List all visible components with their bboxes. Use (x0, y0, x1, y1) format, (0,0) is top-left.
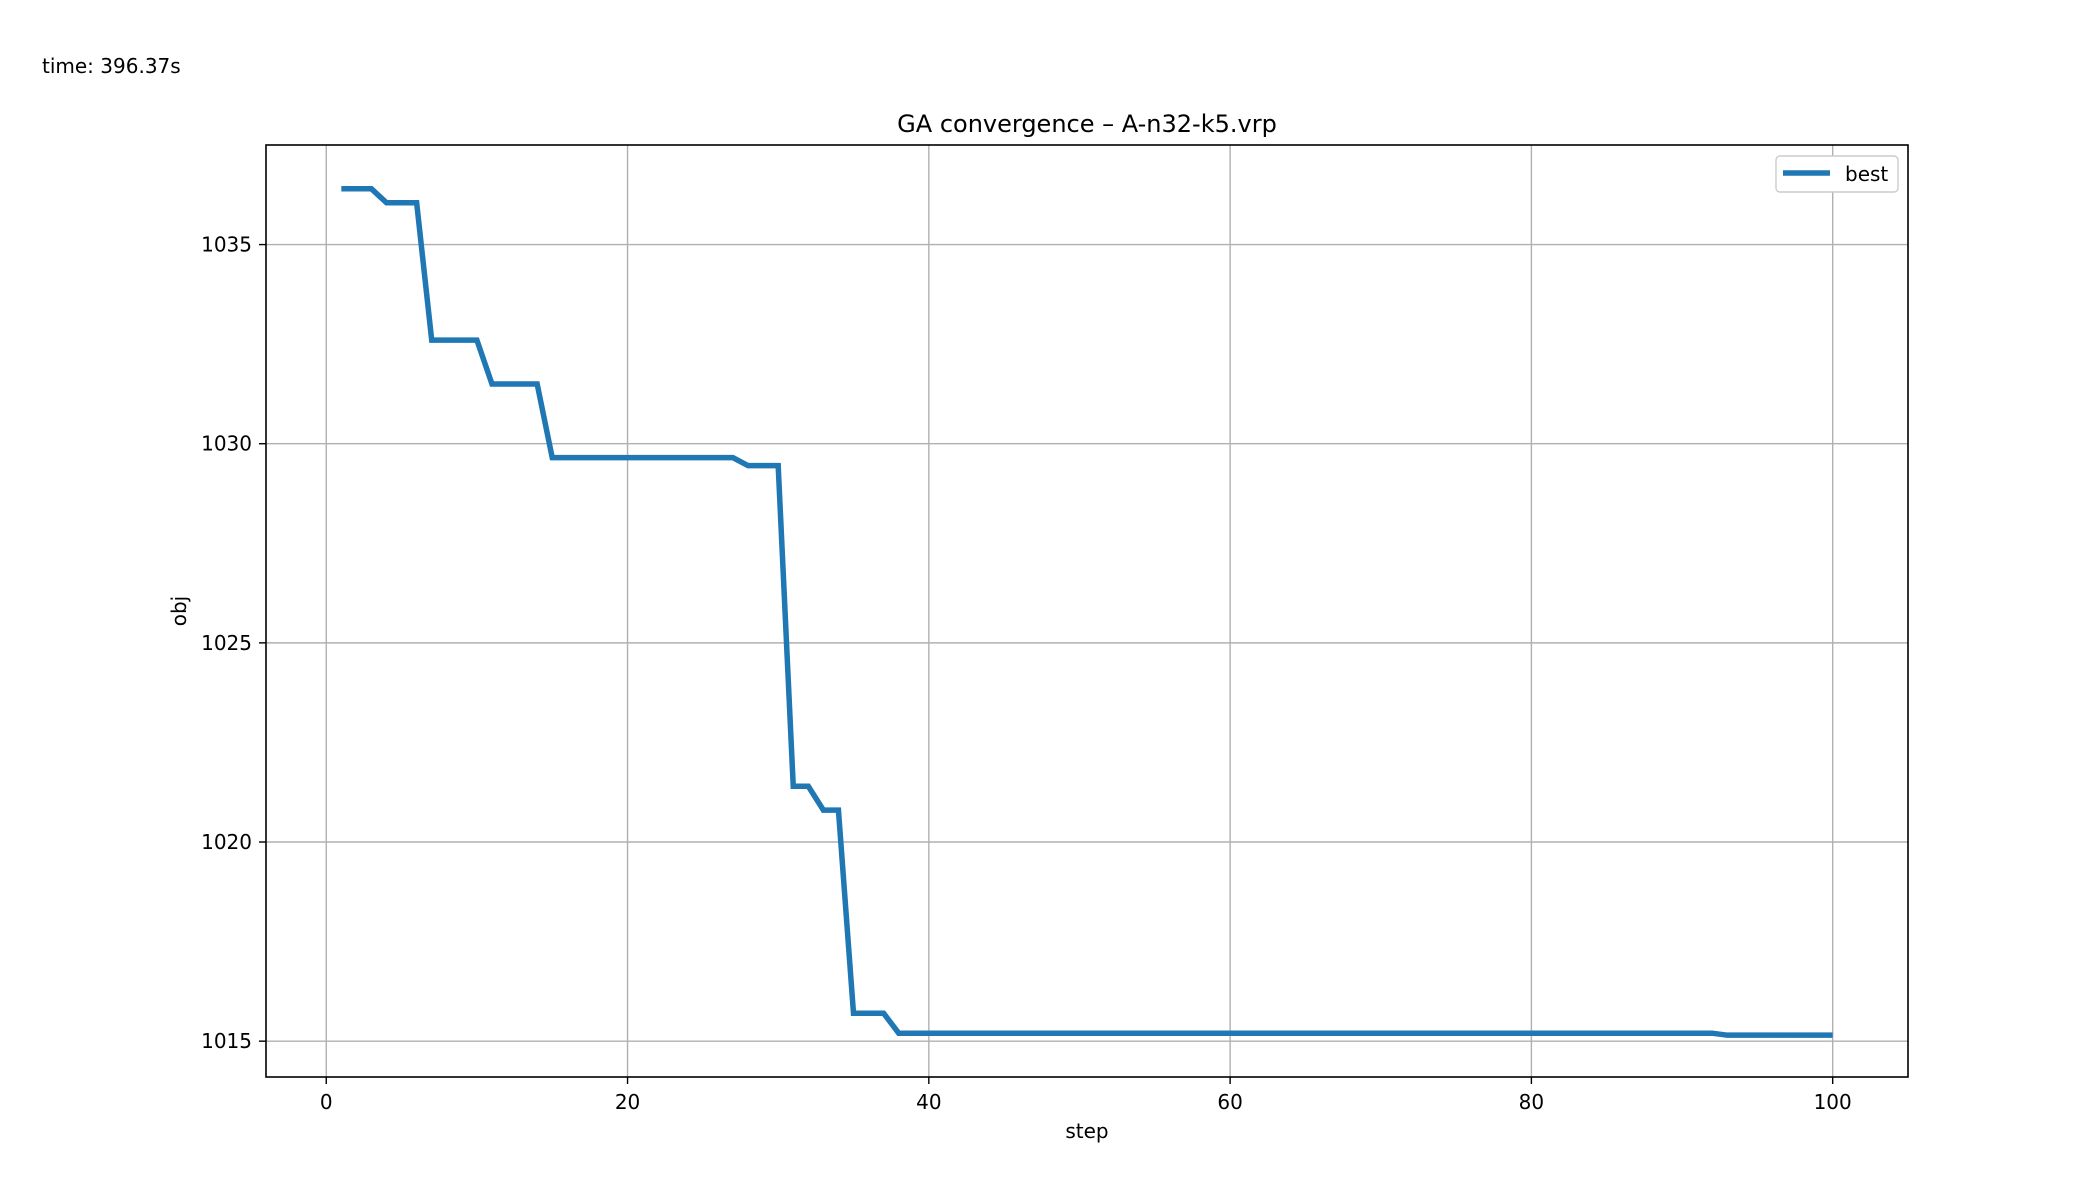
y-tick-label: 1030 (201, 432, 252, 456)
axis-ticks: 0 20 40 60 80 100 1015 1020 1025 1030 1035 (201, 233, 1852, 1114)
legend: best (1775, 155, 1899, 193)
x-tick-label: 60 (1217, 1090, 1242, 1114)
y-axis-label: obj (167, 596, 191, 627)
y-tick-label: 1025 (201, 631, 252, 655)
x-axis-label: step (1065, 1119, 1108, 1143)
y-tick-label: 1035 (201, 233, 252, 257)
grid-lines (266, 145, 1908, 1077)
chart-title: GA convergence – A-n32-k5.vrp (897, 110, 1277, 138)
legend-label-best: best (1845, 162, 1888, 186)
series-line-best (341, 186, 1833, 1038)
legend-box (1775, 155, 1899, 193)
plot-frame (265, 144, 1909, 1078)
series-layer (341, 186, 1833, 1038)
x-tick-label: 0 (320, 1090, 333, 1114)
y-tick-label: 1015 (201, 1029, 252, 1053)
x-tick-label: 100 (1814, 1090, 1852, 1114)
x-tick-label: 20 (615, 1090, 640, 1114)
y-tick-label: 1020 (201, 830, 252, 854)
time-label: time: 396.37s (42, 54, 181, 78)
x-tick-label: 80 (1519, 1090, 1544, 1114)
x-tick-label: 40 (916, 1090, 941, 1114)
